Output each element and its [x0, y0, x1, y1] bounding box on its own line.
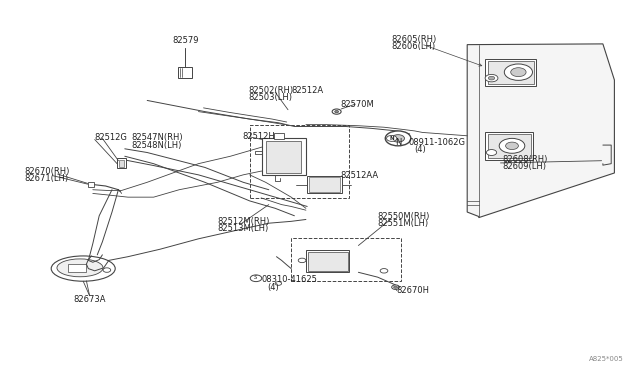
Text: N: N: [395, 138, 401, 147]
Text: 82512G: 82512G: [95, 133, 127, 142]
Circle shape: [511, 68, 526, 77]
Bar: [274, 133, 284, 139]
Circle shape: [392, 135, 404, 142]
Bar: [306, 250, 349, 272]
Text: 82670(RH): 82670(RH): [24, 167, 70, 176]
Text: 08310-41625: 08310-41625: [261, 275, 317, 284]
Circle shape: [387, 135, 397, 141]
Text: 82670H: 82670H: [397, 286, 430, 295]
Text: 82512H: 82512H: [242, 132, 275, 141]
Circle shape: [275, 282, 282, 285]
Text: 82579: 82579: [172, 36, 199, 45]
Ellipse shape: [51, 256, 115, 281]
Bar: [117, 158, 126, 168]
Circle shape: [250, 275, 262, 282]
Circle shape: [385, 131, 411, 146]
Bar: [308, 252, 348, 271]
Bar: [307, 176, 342, 193]
Bar: [291, 238, 401, 281]
Text: 82502(RH): 82502(RH): [248, 86, 294, 94]
Bar: [250, 125, 349, 198]
Text: S: S: [254, 275, 258, 280]
Bar: [485, 59, 536, 86]
Bar: [88, 182, 94, 187]
Circle shape: [332, 109, 341, 114]
Circle shape: [486, 150, 497, 155]
Text: 82605(RH): 82605(RH): [392, 35, 437, 44]
Circle shape: [504, 64, 532, 80]
Circle shape: [394, 286, 397, 288]
Text: 82550M(RH): 82550M(RH): [378, 212, 430, 221]
Circle shape: [488, 76, 495, 80]
Text: 82609(LH): 82609(LH): [502, 162, 547, 171]
Ellipse shape: [57, 259, 103, 277]
Text: 82673A: 82673A: [74, 295, 106, 304]
Circle shape: [499, 138, 525, 153]
Bar: [266, 141, 301, 173]
Text: 82548N(LH): 82548N(LH): [131, 141, 182, 150]
Text: 82547N(RH): 82547N(RH): [131, 133, 183, 142]
Text: 82551M(LH): 82551M(LH): [378, 219, 429, 228]
Text: 82671(LH): 82671(LH): [24, 174, 68, 183]
Text: 82512A: 82512A: [291, 86, 323, 94]
Bar: [488, 61, 534, 84]
Text: 08911-1062G: 08911-1062G: [408, 138, 465, 147]
Text: (4): (4): [415, 145, 426, 154]
Circle shape: [298, 258, 306, 263]
Circle shape: [380, 269, 388, 273]
Bar: [485, 132, 533, 160]
Text: A825*005: A825*005: [589, 356, 624, 362]
Text: (4): (4): [268, 283, 279, 292]
Text: 82513M(LH): 82513M(LH): [218, 224, 269, 233]
Circle shape: [485, 74, 498, 82]
Circle shape: [103, 268, 111, 272]
Bar: [488, 134, 531, 158]
Bar: [178, 67, 192, 78]
Text: 82570M: 82570M: [340, 100, 374, 109]
Text: N: N: [389, 135, 394, 141]
Text: 82512AA: 82512AA: [340, 171, 379, 180]
Circle shape: [506, 142, 518, 150]
Polygon shape: [467, 44, 614, 218]
Bar: [262, 138, 306, 175]
Text: 82608(RH): 82608(RH): [502, 155, 548, 164]
Text: 82512M(RH): 82512M(RH): [218, 217, 270, 226]
Text: 82503(LH): 82503(LH): [248, 93, 292, 102]
Circle shape: [335, 110, 339, 113]
Text: 82606(LH): 82606(LH): [392, 42, 436, 51]
Circle shape: [392, 285, 399, 289]
Bar: [68, 264, 86, 272]
Bar: [309, 177, 340, 192]
Bar: [119, 160, 124, 167]
